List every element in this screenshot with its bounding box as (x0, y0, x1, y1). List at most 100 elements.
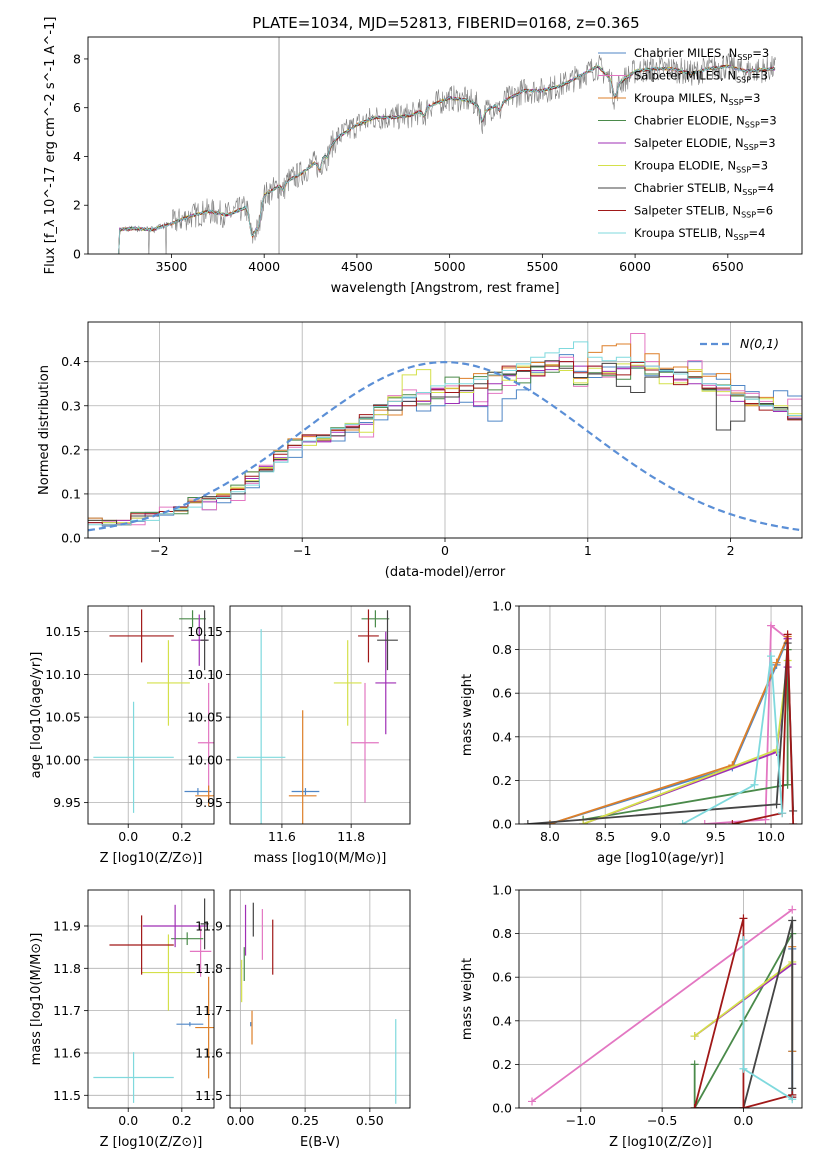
errorbar-point (375, 631, 397, 735)
mass-weight-line (549, 636, 789, 824)
legend-label: Salpeter MILES, NSSP=3 (634, 69, 768, 85)
legend-label: Salpeter STELIB, NSSP=6 (634, 204, 773, 220)
grid-lines (230, 606, 410, 824)
y-tick-label: 11.9 (195, 918, 223, 933)
mass-weight-marker (728, 820, 737, 824)
histogram-step-line (88, 363, 802, 538)
y-tick-label: 8 (73, 51, 81, 66)
y-tick-label: 0.4 (61, 354, 81, 369)
legend-label: Chabrier STELIB, NSSP=4 (634, 181, 774, 197)
figure-title: PLATE=1034, MJD=52813, FIBERID=0168, z=0… (252, 14, 639, 32)
x-tick-label: 11.8 (337, 829, 365, 844)
y-tick-label: 0.3 (61, 398, 81, 413)
legend-item: Salpeter ELODIE, NSSP=3 (598, 136, 776, 152)
plot-area (93, 609, 214, 813)
x-axis-label: (data-model)/error (385, 565, 506, 580)
mass-weight-line (704, 623, 789, 824)
x-tick-label: 5500 (526, 259, 558, 274)
y-tick-label: 0.4 (492, 1013, 512, 1028)
errorbar-point (195, 976, 214, 1079)
legend-label: Kroupa ELODIE, NSSP=3 (634, 159, 768, 175)
x-tick-label: 8.5 (595, 829, 615, 844)
y-tick-label: 10.00 (187, 752, 223, 767)
axes-frame (87, 605, 215, 825)
plot-area (118, 37, 776, 254)
histogram-step-line (88, 361, 802, 538)
y-axis-label: mass weight (460, 674, 475, 756)
axes-frame (229, 889, 411, 1109)
mass-weight-marker (783, 630, 792, 639)
errorbar-point (351, 682, 379, 803)
axes: 11.6 11.8 9.95 10.00 10.05 10.10 10.15 mass [lo… (187, 605, 411, 866)
y-tick-label: 11.5 (53, 1088, 81, 1103)
mass-weight-marker (767, 621, 776, 630)
y-tick-label: 10.05 (45, 710, 81, 725)
mass-weight-marker (700, 820, 709, 824)
x-axis-label: Z [log10(Z/Z⊙)] (609, 1135, 712, 1150)
plot-area (236, 609, 398, 824)
mass-weight-line (549, 638, 789, 824)
metallicity-vs-age-panel: 0.0 0.2 9.95 10.00 10.05 10.10 10.15 Z [log10(Z… (29, 605, 215, 866)
y-tick-label: 11.8 (53, 961, 81, 976)
x-tick-label: 0.2 (172, 1113, 192, 1128)
errorbar-point (195, 785, 214, 807)
x-axis-label: wavelength [Angstrom, rest frame] (331, 281, 560, 296)
plot-area (93, 898, 214, 1103)
y-axis-label: age [log10(age/yr)] (29, 652, 44, 779)
axes: 0.00 0.25 0.50 11.5 11.6 11.7 11.8 11.9 E(B-V) (195, 889, 411, 1150)
grid-lines (88, 322, 802, 539)
mass-weight-marker (523, 820, 532, 824)
model-spectrum-line (118, 64, 776, 254)
y-axis-label: mass weight (460, 958, 475, 1040)
y-tick-label: 10.05 (187, 710, 223, 725)
errorbar-point (197, 682, 214, 803)
errorbar-point (109, 609, 174, 663)
grid-lines (519, 889, 802, 1109)
axes-frame (229, 605, 411, 825)
histogram-step-line (88, 360, 802, 538)
histogram-legend: N(0,1) (700, 336, 779, 351)
age-mass-weight-panel: 8.0 8.5 9.0 9.5 10.0 0.0 0.2 0.4 0.6 0.8 1.0 age [l… (460, 599, 803, 866)
y-tick-label: 11.6 (195, 1045, 223, 1060)
legend-item: Chabrier ELODIE, NSSP=3 (598, 114, 777, 130)
x-tick-label: 0.0 (734, 1113, 754, 1128)
errorbar-point (189, 925, 212, 977)
mass-weight-marker (528, 1097, 537, 1106)
mass-weight-marker (579, 820, 588, 824)
mass-weight-line (682, 656, 783, 824)
normal-distribution-curve (88, 361, 800, 532)
y-tick-label: 11.7 (53, 1003, 81, 1018)
y-tick-label: 10.15 (187, 624, 223, 639)
y-tick-label: 0.6 (492, 686, 512, 701)
y-tick-label: 10.15 (45, 624, 81, 639)
y-tick-label: 11.8 (195, 961, 223, 976)
y-tick-label: 10.10 (187, 667, 223, 682)
legend-item: Salpeter MILES, NSSP=3 (598, 69, 768, 85)
y-axis-label: Normed distribution (37, 365, 52, 495)
mass-weight-marker (690, 1104, 699, 1108)
mass-weight-marker (739, 1104, 748, 1108)
grid-lines (230, 890, 410, 1108)
legend-item: Chabrier STELIB, NSSP=4 (598, 181, 774, 197)
y-tick-label: 11.9 (53, 918, 81, 933)
legend-label: Kroupa MILES, NSSP=3 (634, 91, 760, 107)
errorbar-point (358, 609, 379, 663)
y-tick-label: 0.8 (492, 926, 512, 941)
mass-weight-line (732, 634, 795, 824)
x-tick-label: 2 (727, 543, 735, 558)
mass-weight-line (582, 649, 789, 821)
y-tick-label: 1.0 (492, 883, 512, 898)
mass-weight-line (582, 638, 789, 824)
grid-lines (88, 606, 214, 824)
x-tick-label: 1 (584, 543, 592, 558)
y-axis-label: Flux [f_λ 10^-17 erg cm^-2 s^-1 A^-1] (43, 17, 58, 275)
x-tick-label: 9.0 (651, 829, 671, 844)
mass-weight-line (693, 933, 794, 1108)
mass-weight-marker (739, 936, 748, 945)
errorbar-point (179, 610, 206, 628)
y-tick-label: 0.0 (492, 1101, 512, 1116)
x-tick-label: 4000 (248, 259, 280, 274)
legend-item: Kroupa STELIB, NSSP=4 (598, 226, 765, 242)
legend-label: Chabrier ELODIE, NSSP=3 (634, 114, 777, 130)
x-axis-label: E(B-V) (300, 1135, 340, 1150)
